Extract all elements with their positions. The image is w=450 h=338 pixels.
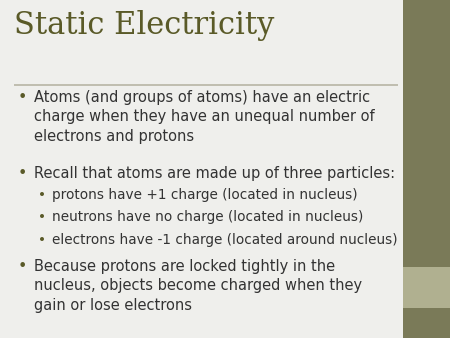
Text: Recall that atoms are made up of three particles:: Recall that atoms are made up of three p… [34, 166, 395, 180]
Text: •: • [38, 210, 46, 224]
Bar [403, 267, 450, 308]
Text: protons have +1 charge (located in nucleus): protons have +1 charge (located in nucle… [52, 188, 357, 201]
Text: •: • [38, 233, 46, 246]
Text: electrons have -1 charge (located around nucleus): electrons have -1 charge (located around… [52, 233, 397, 246]
Bar [14, 84, 398, 86]
Text: •: • [18, 259, 27, 273]
Text: •: • [38, 188, 46, 201]
Text: Because protons are locked tightly in the
nucleus, objects become charged when t: Because protons are locked tightly in th… [34, 259, 362, 313]
Text: Static Electricity: Static Electricity [14, 10, 274, 41]
Text: •: • [18, 166, 27, 180]
Bar [403, 0, 450, 277]
Text: neutrons have no charge (located in nucleus): neutrons have no charge (located in nucl… [52, 210, 363, 224]
Bar [403, 308, 450, 338]
Text: Atoms (and groups of atoms) have an electric
charge when they have an unequal nu: Atoms (and groups of atoms) have an elec… [34, 90, 374, 144]
Text: •: • [18, 90, 27, 104]
